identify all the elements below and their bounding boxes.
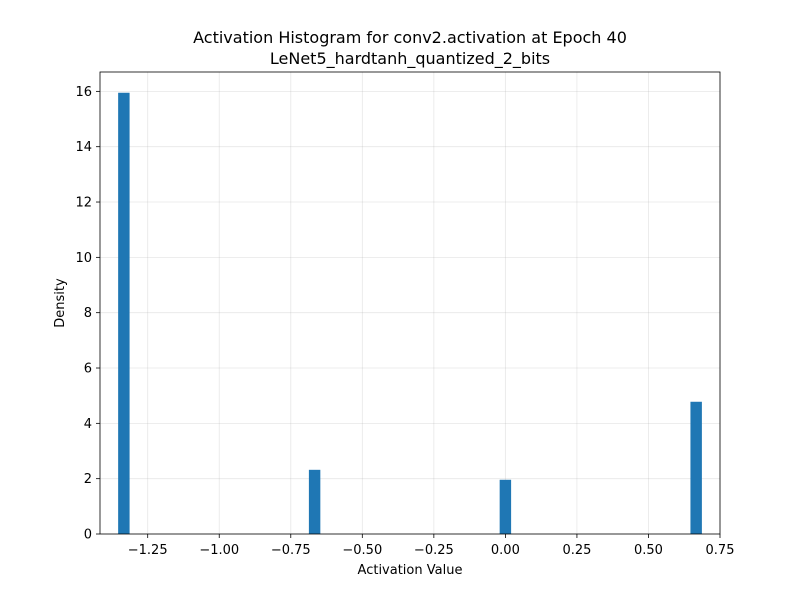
x-tick-label-7: 0.50 xyxy=(634,543,663,558)
y-tick-label-2: 4 xyxy=(84,417,92,432)
y-tick-label-8: 16 xyxy=(75,85,92,100)
x-tick-label-4: −0.25 xyxy=(414,543,454,558)
histogram-bar-0 xyxy=(118,92,130,534)
grid-lines xyxy=(100,72,721,535)
histogram-bar-2 xyxy=(499,479,512,534)
y-tick-label-3: 6 xyxy=(84,362,92,377)
chart-subtitle: LeNet5_hardtanh_quantized_2_bits xyxy=(270,49,550,69)
y-axis-label: Density xyxy=(53,278,68,328)
x-tick-label-0: −1.25 xyxy=(128,543,168,558)
plot-frame xyxy=(99,71,721,535)
y-axis-ticks: 0 2 4 6 8 10 12 14 16 xyxy=(75,85,100,543)
y-tick-label-0: 0 xyxy=(84,528,92,543)
y-tick-label-1: 2 xyxy=(84,472,92,487)
x-tick-label-8: 0.75 xyxy=(706,543,735,558)
x-tick-label-6: 0.25 xyxy=(562,543,591,558)
x-tick-label-2: −0.75 xyxy=(271,543,311,558)
x-axis-label: Activation Value xyxy=(358,563,463,578)
x-tick-label-5: 0.00 xyxy=(491,543,520,558)
y-tick-label-5: 10 xyxy=(75,251,92,266)
chart-title: Activation Histogram for conv2.activatio… xyxy=(193,28,627,47)
y-tick-label-4: 8 xyxy=(84,306,92,321)
y-tick-label-6: 12 xyxy=(75,196,92,211)
x-tick-label-1: −1.00 xyxy=(199,543,239,558)
histogram-bar-1 xyxy=(308,469,321,534)
y-tick-label-7: 14 xyxy=(75,140,92,155)
histogram-bar-3 xyxy=(690,401,702,534)
histogram-bars xyxy=(118,92,702,534)
x-axis-ticks: −1.25 −1.00 −0.75 −0.50 −0.25 0.00 0.25 0.50 0.7… xyxy=(128,534,735,558)
x-tick-label-3: −0.50 xyxy=(342,543,382,558)
